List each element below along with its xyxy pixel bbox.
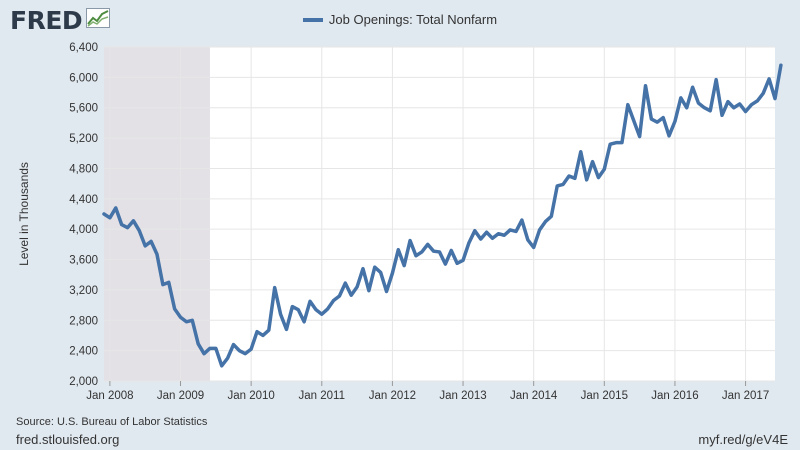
y-tick-label: 3,200 <box>69 285 98 297</box>
legend-label: Job Openings: Total Nonfarm <box>328 12 498 27</box>
x-tick-label: Jan 2010 <box>227 390 274 402</box>
y-tick-label: 6,000 <box>69 72 98 84</box>
y-tick-label: 2,800 <box>69 315 98 327</box>
y-tick-label: 4,800 <box>69 163 98 175</box>
x-tick-label: Jan 2017 <box>722 390 769 402</box>
fred-logo[interactable]: FRED <box>10 5 111 35</box>
y-axis-title: Level in Thousands <box>17 162 31 266</box>
series-line-job-openings <box>102 63 783 368</box>
x-tick-label: Jan 2009 <box>157 390 204 402</box>
x-tick-label: Jan 2014 <box>510 390 558 402</box>
x-tick-label: Jan 2016 <box>651 390 698 402</box>
x-tick-label: Jan 2015 <box>581 390 628 402</box>
y-tick-label: 4,400 <box>69 194 98 206</box>
job-openings-chart: 2,000 2,400 2,800 3,200 3,600 4,000 4,400 4,800… <box>17 42 783 402</box>
y-tick-label: 2,000 <box>69 376 98 388</box>
legend-swatch <box>302 17 323 22</box>
fred-logo-text: FRED <box>10 5 83 35</box>
y-tick-label: 4,000 <box>69 224 98 236</box>
short-link[interactable]: myf.red/g/eV4E <box>698 432 788 447</box>
trend-chart-icon <box>86 7 111 33</box>
y-tick-label: 5,600 <box>69 103 98 115</box>
x-tick-label: Jan 2011 <box>299 390 345 402</box>
y-tick-label: 6,400 <box>69 42 98 54</box>
y-tick-label: 5,200 <box>69 133 98 145</box>
plot-area <box>104 47 775 381</box>
y-tick-label: 2,400 <box>69 346 98 358</box>
y-tick-label: 3,600 <box>69 255 98 267</box>
chart-legend: Job Openings: Total Nonfarm <box>0 12 800 27</box>
x-tick-label: Jan 2013 <box>439 390 486 402</box>
x-tick-label: Jan 2008 <box>86 390 133 402</box>
x-tick-label: Jan 2012 <box>369 390 416 402</box>
site-link[interactable]: fred.stlouisfed.org <box>16 432 120 447</box>
source-note: Source: U.S. Bureau of Labor Statistics <box>16 416 208 428</box>
